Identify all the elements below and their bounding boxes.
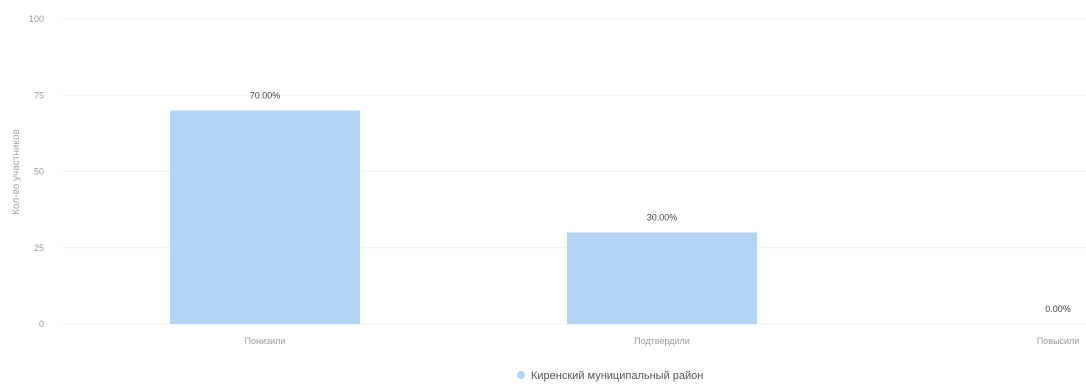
data-label: 30.00%: [647, 213, 678, 223]
y-tick-label: 75: [34, 90, 44, 100]
x-tick-label: Понизили: [245, 336, 286, 346]
bar[interactable]: [170, 110, 360, 325]
x-tick-label: Подтвердили: [634, 336, 690, 346]
x-axis-labels: Понизили Подтвердили Повысили: [245, 336, 1080, 346]
y-tick-label: 100: [29, 14, 44, 24]
legend-marker: [517, 371, 525, 379]
legend[interactable]: Киренский муниципальный район: [517, 370, 703, 382]
y-axis-ticks: 0 25 50 75 100: [29, 14, 44, 329]
data-labels: 70.00% 30.00% 0.00%: [250, 91, 1071, 315]
x-tick-label: Повысили: [1037, 336, 1080, 346]
y-tick-label: 50: [34, 167, 44, 177]
y-axis-title: Кол-во участников: [11, 129, 22, 215]
y-tick-label: 25: [34, 243, 44, 253]
data-label: 70.00%: [250, 91, 281, 101]
bar[interactable]: [567, 232, 757, 325]
data-label: 0.00%: [1045, 304, 1071, 314]
y-tick-label: 0: [39, 319, 44, 329]
bars: [170, 110, 757, 325]
legend-label: Киренский муниципальный район: [531, 370, 703, 382]
